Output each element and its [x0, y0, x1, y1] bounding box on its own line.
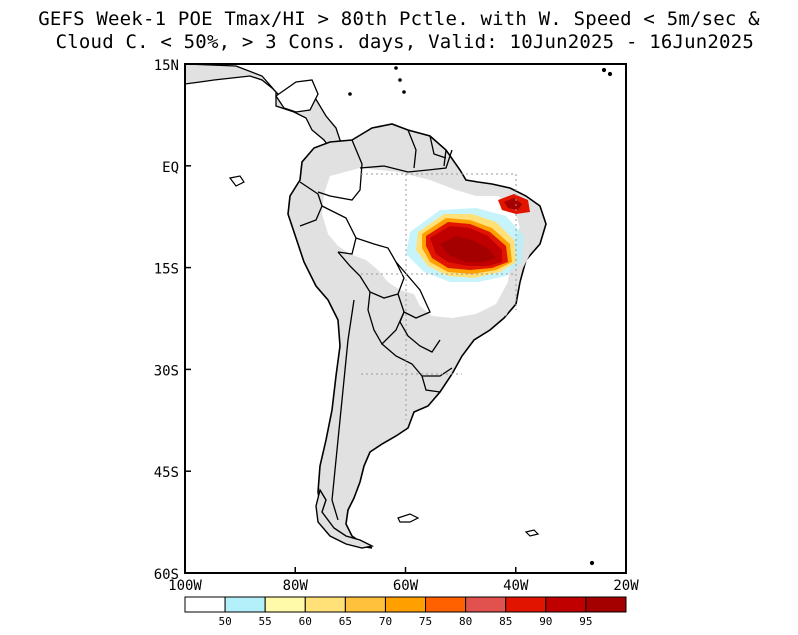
lat-tick-label: 45S	[154, 465, 179, 481]
lon-tick-label: 40W	[503, 578, 529, 594]
map-grid-lines	[361, 173, 517, 420]
colorbar-label: 85	[499, 615, 512, 628]
colorbar-swatch	[344, 596, 386, 613]
signal-northeast-core	[504, 198, 522, 210]
colorbar-swatch	[425, 596, 467, 613]
lat-tick-label: EQ	[162, 160, 179, 176]
colorbar-label: 65	[339, 615, 352, 628]
colorbar-label: 95	[579, 615, 592, 628]
colorbar-swatch	[545, 596, 587, 613]
chart-title-line-2: Cloud C. < 50%, > 3 Cons. days, Valid: 1…	[44, 31, 754, 53]
lat-tick-label: 60S	[154, 567, 179, 583]
colorbar-label: 50	[218, 615, 231, 628]
colorbar-label: 80	[459, 615, 472, 628]
colorbar-swatch	[304, 596, 346, 613]
colorbar-swatch	[585, 596, 627, 613]
colorbar-swatch	[505, 596, 547, 613]
colorbar-label: 55	[259, 615, 272, 628]
colorbar-label: 70	[379, 615, 392, 628]
lat-tick-label: 15N	[154, 58, 179, 74]
tierra-del-fuego	[315, 488, 375, 549]
lat-tick-label: 15S	[154, 262, 179, 278]
lon-tick-label: 100W	[168, 578, 202, 594]
colorbar-swatch	[384, 596, 427, 613]
signal-95	[440, 236, 496, 262]
colorbar-label: 75	[419, 615, 432, 628]
colorbar-swatch	[224, 596, 266, 613]
colorbar-swatch	[264, 596, 306, 613]
lon-tick-label: 60W	[393, 578, 419, 594]
colorbar-swatch	[465, 596, 507, 613]
colorbar-swatch	[184, 596, 226, 613]
islands	[228, 66, 613, 566]
lon-tick-label: 80W	[283, 578, 309, 594]
country-borders	[299, 129, 453, 521]
colorbar-label: 60	[299, 615, 312, 628]
colorbar: 50 55 60 65 70 75 80 85 90 95	[184, 596, 627, 628]
lat-tick-label: 30S	[154, 363, 179, 379]
yucatan-land	[275, 79, 319, 113]
colorbar-label: 90	[539, 615, 552, 628]
lon-tick-label: 20W	[613, 578, 639, 594]
chart-title-line-1: GEFS Week-1 POE Tmax/HI > 80th Pctle. wi…	[38, 8, 760, 30]
